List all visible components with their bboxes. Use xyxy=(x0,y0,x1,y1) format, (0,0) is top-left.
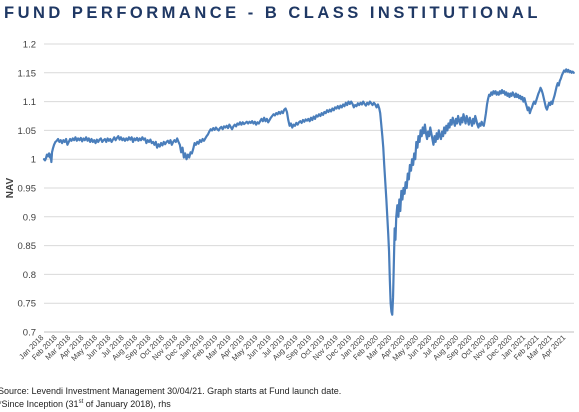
nav-line-chart: 0.7 0.75 0.8 0.85 0.9 0.95 1 1.05 1.1 1.15 1.2 Jan… xyxy=(5,40,575,363)
y-axis-label: NAV xyxy=(5,177,16,198)
gridlines xyxy=(44,43,574,333)
y-tick-label: 0.7 xyxy=(23,328,36,339)
source-note: Source: Levendi Investment Management 30… xyxy=(0,386,342,396)
y-tick-label: 0.75 xyxy=(18,299,37,310)
y-axis-ticks: 0.7 0.75 0.8 0.85 0.9 0.95 1 1.05 1.1 1.15 1.2 xyxy=(18,40,37,339)
inception-note-suffix: of January 2018), rhs xyxy=(83,399,171,409)
y-tick-label: 1.15 xyxy=(18,68,37,79)
y-tick-label: 1.05 xyxy=(18,126,37,137)
nav-series-line xyxy=(42,68,575,316)
y-tick-label: 0.85 xyxy=(18,241,37,252)
y-tick-label: 1.2 xyxy=(23,40,36,51)
inception-note-sup: st xyxy=(78,399,84,405)
inception-note-prefix: *Since Inception (31 xyxy=(0,399,79,409)
y-tick-label: 0.95 xyxy=(18,184,37,195)
y-tick-label: 1 xyxy=(31,155,36,166)
y-tick-label: 1.1 xyxy=(23,97,36,108)
inception-note: *Since Inception (31st of January 2018),… xyxy=(0,399,171,409)
y-tick-label: 0.9 xyxy=(23,212,36,223)
y-tick-label: 0.8 xyxy=(23,270,36,281)
chart-title: FUND PERFORMANCE - B CLASS INSTITUTIONAL xyxy=(4,4,541,22)
